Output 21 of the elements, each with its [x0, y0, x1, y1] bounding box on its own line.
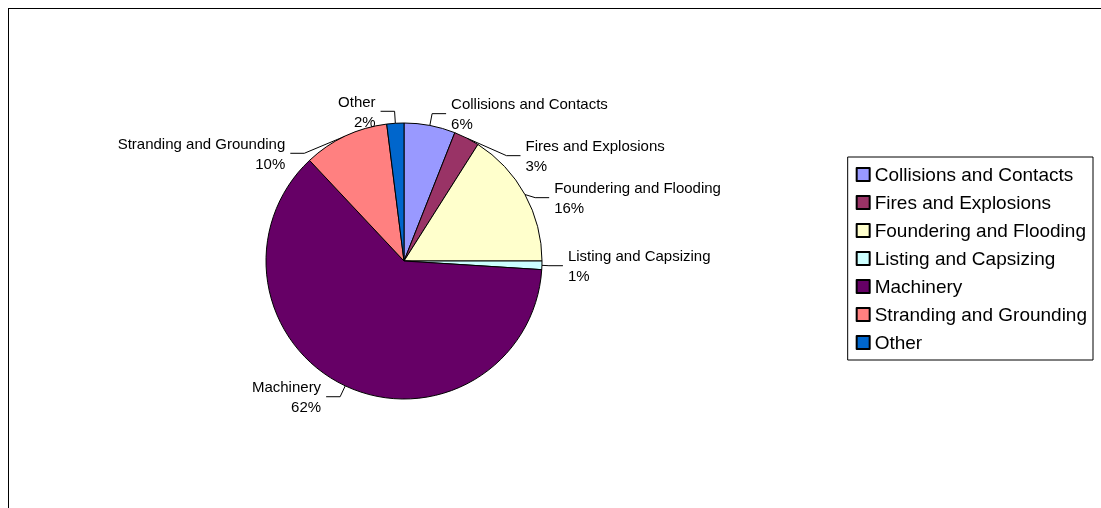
data-label: 10%: [255, 154, 286, 172]
slice-label: Machinery: [251, 378, 322, 396]
slice-label: Other: [338, 92, 376, 110]
legend-label: Listing and Capsizing: [874, 248, 1056, 269]
legend-label: Fires and Explosions: [874, 192, 1052, 213]
data-label: 1%: [567, 267, 590, 285]
legend-label: Other: [874, 332, 923, 353]
data-label: 16%: [554, 199, 585, 217]
slice-label: Foundering and Flooding: [554, 179, 721, 197]
slice-label: Collisions and Contacts: [451, 95, 608, 113]
slice-label: Fires and Explosions: [525, 137, 665, 155]
data-label: 62%: [291, 398, 322, 416]
slice-label: Listing and Capsizing: [567, 247, 711, 265]
legend-label: Foundering and Flooding: [874, 220, 1086, 241]
legend-label: Stranding and Grounding: [874, 304, 1088, 325]
legend-label: Machinery: [874, 276, 963, 297]
data-label: 2%: [353, 112, 376, 130]
data-label: 6%: [451, 115, 473, 133]
data-label: 3%: [525, 157, 548, 175]
legend-label: Collisions and Contacts: [874, 164, 1074, 185]
slice-label: Stranding and Grounding: [117, 134, 286, 152]
